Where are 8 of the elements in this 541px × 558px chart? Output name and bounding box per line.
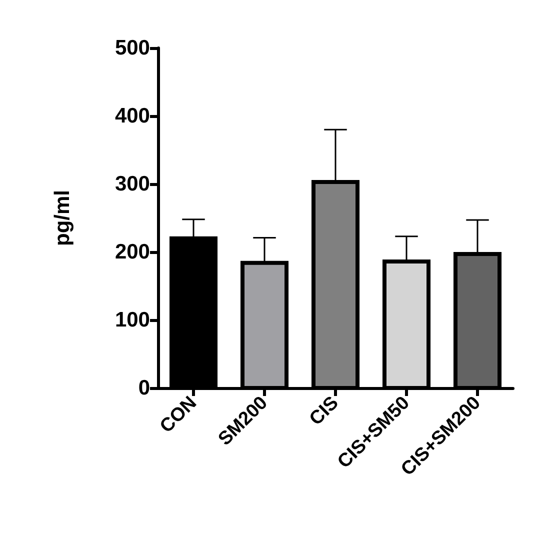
- y-tick-label: 0: [138, 376, 150, 400]
- y-tick-label: 400: [114, 104, 150, 128]
- y-tick-label: 100: [114, 308, 150, 332]
- x-tick-label: CIS: [306, 392, 343, 430]
- y-tick-label: 500: [114, 36, 150, 60]
- y-tick-label: 300: [114, 172, 150, 196]
- y-tick-label: 200: [114, 240, 150, 264]
- y-axis-title: pg/ml: [51, 190, 74, 246]
